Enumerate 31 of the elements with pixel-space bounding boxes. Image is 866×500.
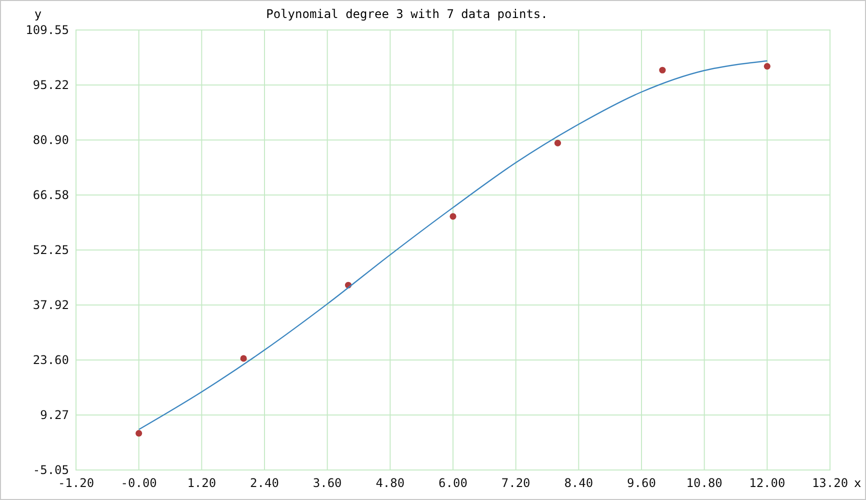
y-tick-label: 37.92 bbox=[32, 298, 69, 312]
y-tick-label: 52.25 bbox=[32, 243, 69, 257]
y-tick-label: 23.60 bbox=[32, 353, 69, 367]
x-tick-label: 8.40 bbox=[564, 476, 594, 490]
y-tick-label: -5.05 bbox=[32, 463, 69, 477]
x-tick-label: 2.40 bbox=[250, 476, 279, 490]
x-tick-label: 6.00 bbox=[438, 476, 468, 490]
x-tick-label: 3.60 bbox=[312, 476, 342, 490]
x-tick-label: 7.20 bbox=[501, 476, 530, 490]
x-tick-label: 10.80 bbox=[686, 476, 722, 490]
y-tick-label: 80.90 bbox=[32, 133, 69, 147]
chart-title: Polynomial degree 3 with 7 data points. bbox=[266, 7, 548, 21]
point bbox=[450, 213, 456, 220]
point bbox=[136, 430, 142, 437]
x-tick-label: 13.20 bbox=[812, 476, 848, 490]
x-tick-label: 4.80 bbox=[376, 476, 405, 490]
point bbox=[659, 66, 666, 74]
y-tick-label: 66.58 bbox=[32, 188, 69, 202]
point bbox=[764, 62, 770, 70]
y-tick-label: 9.27 bbox=[40, 408, 69, 422]
x-tick-label: 12.00 bbox=[749, 476, 786, 490]
x-axis-title: x bbox=[854, 476, 862, 490]
y-tick-label: 109.55 bbox=[26, 23, 69, 37]
x-tick-label: -1.20 bbox=[58, 476, 94, 490]
point bbox=[240, 355, 247, 362]
y-tick-label: 95.22 bbox=[32, 78, 69, 92]
x-tick-label: 9.60 bbox=[627, 476, 656, 490]
x-tick-label: -0.00 bbox=[120, 476, 157, 490]
y-axis-title: y bbox=[34, 7, 42, 21]
point bbox=[554, 140, 562, 146]
x-tick-label: 1.20 bbox=[187, 476, 216, 490]
